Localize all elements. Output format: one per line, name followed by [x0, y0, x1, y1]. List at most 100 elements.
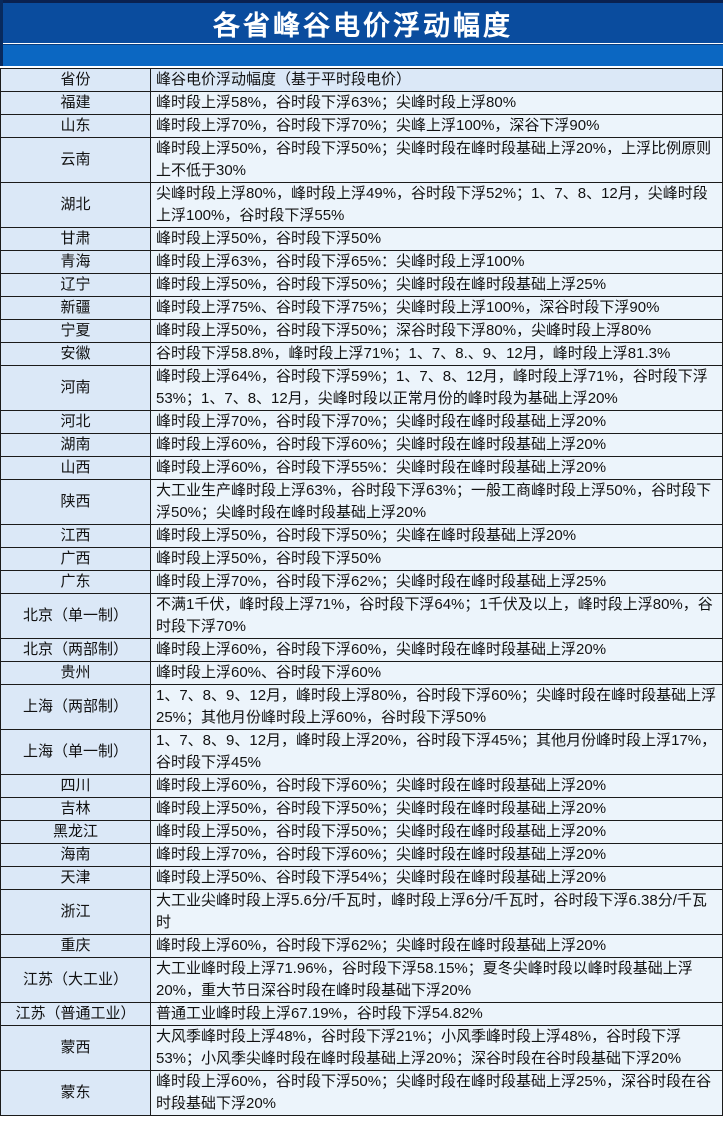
province-cell: 湖北 [1, 183, 151, 227]
table-row: 江苏（普通工业） 普通工业峰时段上浮67.19%，谷时段下浮54.82% [1, 1003, 722, 1026]
province-cell: 江苏（普通工业） [1, 1003, 151, 1025]
table-row: 山东 峰时段上浮70%，谷时段下浮70%；尖峰上浮100%，深谷下浮90% [1, 115, 722, 138]
title-bar: 各省峰谷电价浮动幅度 [3, 0, 723, 44]
province-cell: 辽宁 [1, 274, 151, 296]
desc-cell: 峰时段上浮60%，谷时段下浮50%；尖峰时段在峰时段基础上浮25%，深谷时段在谷… [151, 1071, 722, 1115]
desc-cell: 峰时段上浮50%，谷时段下浮50%；尖峰在峰时段基础上浮20% [151, 525, 722, 547]
desc-cell: 峰时段上浮60%，谷时段下浮60%，尖峰时段在峰时段基础上浮20% [151, 639, 722, 661]
desc-cell: 1、7、8、9、12月，峰时段上浮80%，谷时段下浮60%；尖峰时段在峰时段基础… [151, 685, 722, 729]
desc-cell: 峰时段上浮50%，谷时段下浮50%；尖峰时段在峰时段基础上浮20% [151, 821, 722, 843]
desc-cell: 峰时段上浮50%，谷时段下浮50%；尖峰时段在峰时段基础上浮25% [151, 274, 722, 296]
table-row: 山西 峰时段上浮60%，谷时段下浮55%：尖峰时段在峰时段基础上浮20% [1, 457, 722, 480]
desc-cell: 峰时段上浮63%，谷时段下浮65%：尖峰时段上浮100% [151, 251, 722, 273]
province-cell: 山东 [1, 115, 151, 137]
province-cell: 安徽 [1, 343, 151, 365]
table-row: 湖南 峰时段上浮60%，谷时段下浮60%；尖峰时段在峰时段基础上浮20% [1, 434, 722, 457]
province-cell: 北京（两部制） [1, 639, 151, 661]
table-row: 福建 峰时段上浮58%，谷时段下浮63%；尖峰时段上浮80% [1, 92, 722, 115]
province-cell: 山西 [1, 457, 151, 479]
province-cell: 宁夏 [1, 320, 151, 342]
desc-cell: 峰时段上浮70%，谷时段下浮60%；尖峰时段在峰时段基础上浮20% [151, 844, 722, 866]
table-row: 江西 峰时段上浮50%，谷时段下浮50%；尖峰在峰时段基础上浮20% [1, 525, 722, 548]
province-cell: 河南 [1, 366, 151, 410]
province-cell: 云南 [1, 138, 151, 182]
table-row: 浙江 大工业尖峰时段上浮5.6分/千瓦时，峰时段上浮6分/千瓦时，谷时段下浮6.… [1, 890, 722, 935]
desc-cell: 峰时段上浮50%，谷时段下浮50% [151, 548, 722, 570]
table-row: 广东 峰时段上浮70%，谷时段下浮62%；尖峰时段在峰时段基础上浮25% [1, 571, 722, 594]
table-row: 河南 峰时段上浮64%，谷时段下浮59%；1、7、8、12月，峰时段上浮71%，… [1, 366, 722, 411]
province-cell: 浙江 [1, 890, 151, 934]
province-cell: 上海（两部制） [1, 685, 151, 729]
province-cell: 江苏（大工业） [1, 958, 151, 1002]
table-row: 江苏（大工业） 大工业峰时段上浮71.96%，谷时段下浮58.15%；夏冬尖峰时… [1, 958, 722, 1003]
table-header-row: 省份 峰谷电价浮动幅度（基于平时段电价） [1, 69, 722, 92]
desc-cell: 峰时段上浮64%，谷时段下浮59%；1、7、8、12月，峰时段上浮71%，谷时段… [151, 366, 722, 410]
header-table-gap [0, 66, 723, 68]
province-cell: 重庆 [1, 935, 151, 957]
desc-cell: 大工业峰时段上浮71.96%，谷时段下浮58.15%；夏冬尖峰时段以峰时段基础上… [151, 958, 722, 1002]
table-row: 海南 峰时段上浮70%，谷时段下浮60%；尖峰时段在峰时段基础上浮20% [1, 844, 722, 867]
table-row: 天津 峰时段上浮50%、谷时段下浮54%；尖峰时段在峰时段基础上浮20% [1, 867, 722, 890]
desc-cell: 普通工业峰时段上浮67.19%，谷时段下浮54.82% [151, 1003, 722, 1025]
desc-cell: 峰时段上浮60%，谷时段下浮55%：尖峰时段在峰时段基础上浮20% [151, 457, 722, 479]
province-cell: 上海（单一制） [1, 730, 151, 774]
province-cell: 广西 [1, 548, 151, 570]
table-row: 甘肃 峰时段上浮50%，谷时段下浮50% [1, 228, 722, 251]
desc-cell: 峰时段上浮50%，谷时段下浮50%；尖峰时段在峰时段基础上浮20%，上浮比例原则… [151, 138, 722, 182]
province-cell: 广东 [1, 571, 151, 593]
desc-cell: 峰时段上浮60%，谷时段下浮60%；尖峰时段在峰时段基础上浮20% [151, 775, 722, 797]
table-row: 辽宁 峰时段上浮50%，谷时段下浮50%；尖峰时段在峰时段基础上浮25% [1, 274, 722, 297]
table-row: 北京（两部制） 峰时段上浮60%，谷时段下浮60%，尖峰时段在峰时段基础上浮20… [1, 639, 722, 662]
province-cell: 贵州 [1, 662, 151, 684]
table-row: 广西 峰时段上浮50%，谷时段下浮50% [1, 548, 722, 571]
page-title: 各省峰谷电价浮动幅度 [213, 10, 513, 41]
table-row: 贵州 峰时段上浮60%、谷时段下浮60% [1, 662, 722, 685]
province-cell: 新疆 [1, 297, 151, 319]
desc-cell: 不满1千伏，峰时段上浮71%，谷时段下浮64%；1千伏及以上，峰时段上浮80%，… [151, 594, 722, 638]
province-cell: 四川 [1, 775, 151, 797]
table-row: 云南 峰时段上浮50%，谷时段下浮50%；尖峰时段在峰时段基础上浮20%，上浮比… [1, 138, 722, 183]
desc-cell: 峰时段上浮50%，谷时段下浮50%；深谷时段下浮80%，尖峰时段上浮80% [151, 320, 722, 342]
price-table: 省份 峰谷电价浮动幅度（基于平时段电价） 福建 峰时段上浮58%，谷时段下浮63… [0, 68, 723, 1116]
table-row: 黑龙江 峰时段上浮50%，谷时段下浮50%；尖峰时段在峰时段基础上浮20% [1, 821, 722, 844]
desc-cell: 1、7、8、9、12月，峰时段上浮20%，谷时段下浮45%；其他月份峰时段上浮1… [151, 730, 722, 774]
table-row: 上海（两部制） 1、7、8、9、12月，峰时段上浮80%，谷时段下浮60%；尖峰… [1, 685, 722, 730]
table-row: 吉林 峰时段上浮50%，谷时段下浮50%；尖峰时段在峰时段基础上浮20% [1, 798, 722, 821]
province-column-header: 省份 [1, 69, 151, 91]
province-cell: 青海 [1, 251, 151, 273]
desc-cell: 尖峰时段上浮80%，峰时段上浮49%，谷时段下浮52%；1、7、8、12月，尖峰… [151, 183, 722, 227]
table-row: 上海（单一制） 1、7、8、9、12月，峰时段上浮20%，谷时段下浮45%；其他… [1, 730, 722, 775]
desc-cell: 大风季峰时段上浮48%，谷时段下浮21%；小风季峰时段上浮48%，谷时段下浮53… [151, 1026, 722, 1070]
province-cell: 陕西 [1, 480, 151, 524]
table-row: 重庆 峰时段上浮60%，谷时段下浮62%；尖峰时段在峰时段基础上浮20% [1, 935, 722, 958]
desc-cell: 谷时段下浮58.8%，峰时段上浮71%；1、7、8.、9、12月，峰时段上浮81… [151, 343, 722, 365]
table-row: 湖北 尖峰时段上浮80%，峰时段上浮49%，谷时段下浮52%；1、7、8、12月… [1, 183, 722, 228]
desc-cell: 大工业尖峰时段上浮5.6分/千瓦时，峰时段上浮6分/千瓦时，谷时段下浮6.38分… [151, 890, 722, 934]
province-cell: 吉林 [1, 798, 151, 820]
desc-cell: 峰时段上浮50%，谷时段下浮50% [151, 228, 722, 250]
desc-cell: 峰时段上浮70%，谷时段下浮70%；尖峰时段在峰时段基础上浮20% [151, 411, 722, 433]
table-row: 四川 峰时段上浮60%，谷时段下浮60%；尖峰时段在峰时段基础上浮20% [1, 775, 722, 798]
province-cell: 湖南 [1, 434, 151, 456]
desc-cell: 峰时段上浮70%，谷时段下浮62%；尖峰时段在峰时段基础上浮25% [151, 571, 722, 593]
province-cell: 黑龙江 [1, 821, 151, 843]
desc-cell: 峰时段上浮60%，谷时段下浮60%；尖峰时段在峰时段基础上浮20% [151, 434, 722, 456]
desc-cell: 峰时段上浮75%、谷时段下浮75%；尖峰时段上浮100%，深谷时段下浮90% [151, 297, 722, 319]
province-cell: 江西 [1, 525, 151, 547]
province-cell: 海南 [1, 844, 151, 866]
table-row: 新疆 峰时段上浮75%、谷时段下浮75%；尖峰时段上浮100%，深谷时段下浮90… [1, 297, 722, 320]
table-row: 安徽 谷时段下浮58.8%，峰时段上浮71%；1、7、8.、9、12月，峰时段上… [1, 343, 722, 366]
table-row: 宁夏 峰时段上浮50%，谷时段下浮50%；深谷时段下浮80%，尖峰时段上浮80% [1, 320, 722, 343]
table-row: 河北 峰时段上浮70%，谷时段下浮70%；尖峰时段在峰时段基础上浮20% [1, 411, 722, 434]
page-header: 各省峰谷电价浮动幅度 [0, 0, 723, 66]
province-cell: 蒙东 [1, 1071, 151, 1115]
table-row: 陕西 大工业生产峰时段上浮63%，谷时段下浮63%；一般工商峰时段上浮50%，谷… [1, 480, 722, 525]
desc-cell: 峰时段上浮50%、谷时段下浮54%；尖峰时段在峰时段基础上浮20% [151, 867, 722, 889]
table-row: 蒙东 峰时段上浮60%，谷时段下浮50%；尖峰时段在峰时段基础上浮25%，深谷时… [1, 1071, 722, 1116]
desc-cell: 峰时段上浮70%，谷时段下浮70%；尖峰上浮100%，深谷下浮90% [151, 115, 722, 137]
table-row: 青海 峰时段上浮63%，谷时段下浮65%：尖峰时段上浮100% [1, 251, 722, 274]
province-cell: 甘肃 [1, 228, 151, 250]
header-band [3, 44, 723, 66]
desc-cell: 峰时段上浮58%，谷时段下浮63%；尖峰时段上浮80% [151, 92, 722, 114]
desc-column-header: 峰谷电价浮动幅度（基于平时段电价） [151, 69, 722, 91]
